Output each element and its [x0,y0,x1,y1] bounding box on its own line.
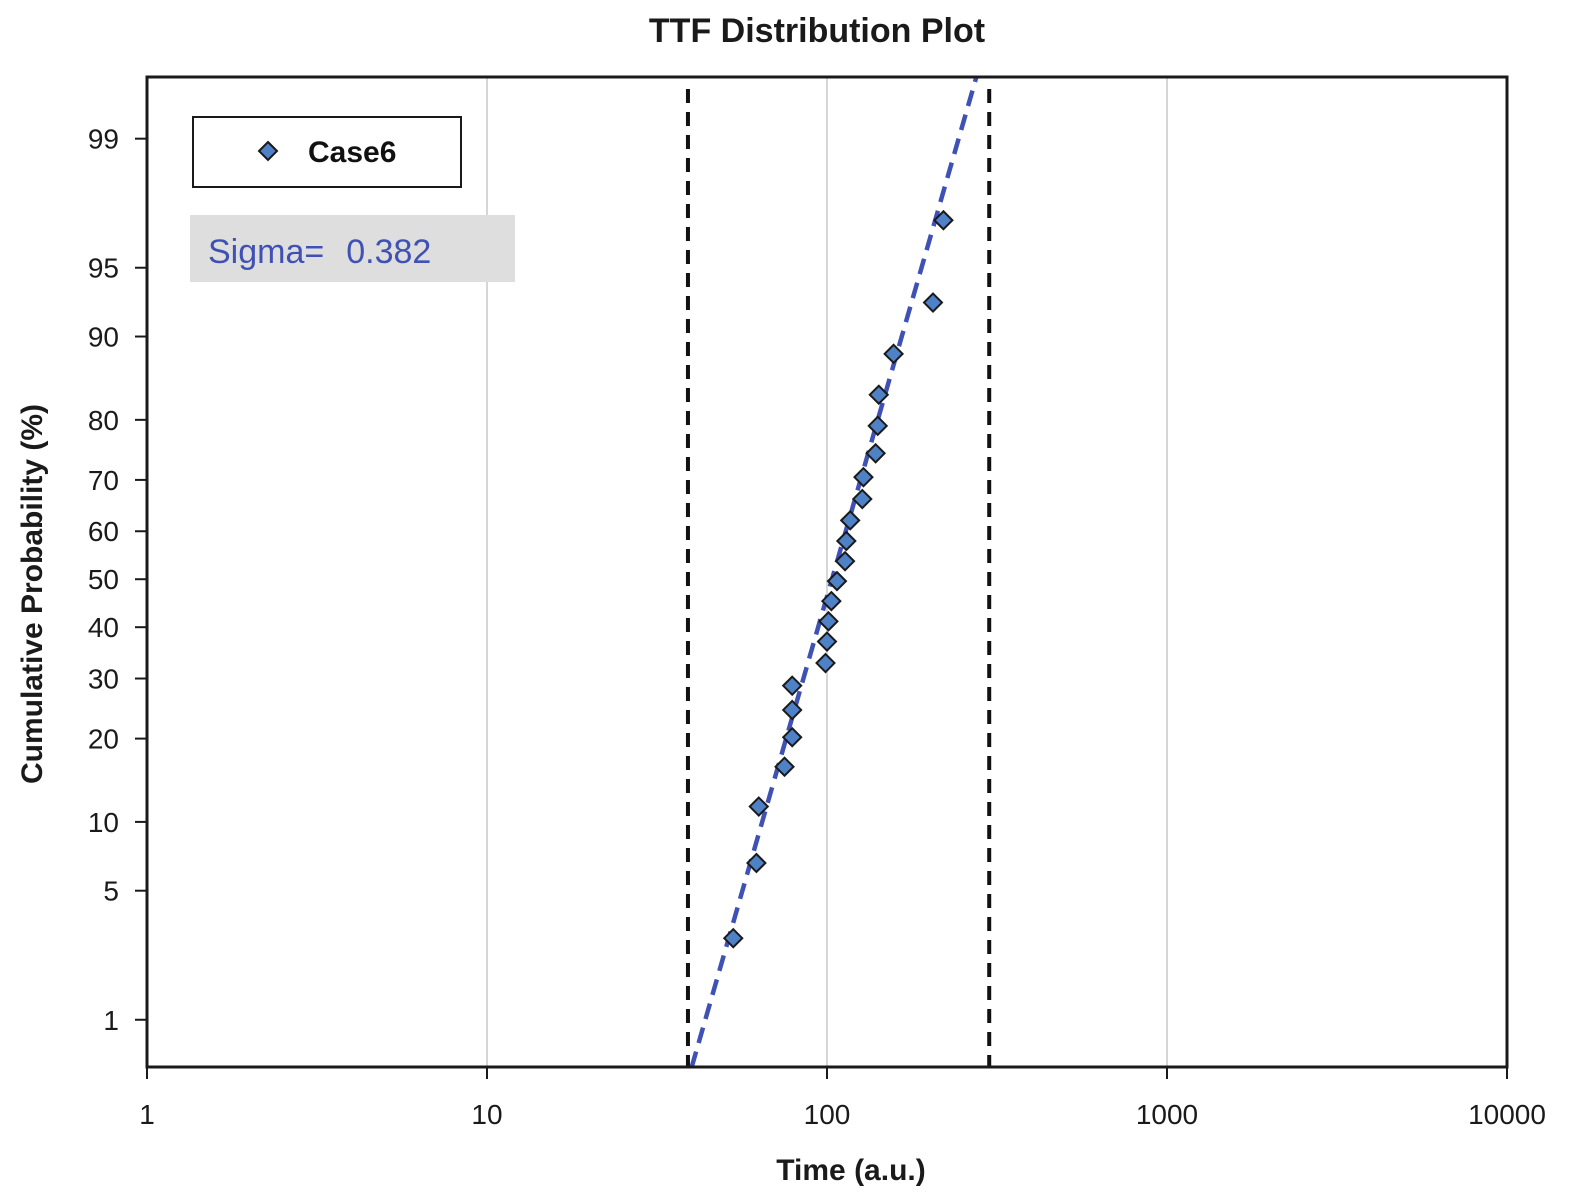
legend: Case6 [192,116,462,188]
data-point-19 [867,415,889,437]
data-point-1 [722,927,744,949]
y-tick-label-50: 50 [88,564,119,595]
data-point-10 [818,610,839,632]
data-point-13 [834,550,856,572]
data-point-8 [815,652,836,674]
data-point-15 [839,509,861,531]
data-point-12 [826,570,848,592]
y-tick-label-10: 10 [88,807,119,838]
y-tick-label-5: 5 [103,876,119,907]
sigma-label: Sigma= [208,233,324,271]
legend-box [192,116,462,188]
data-point-4 [774,756,795,778]
data-point-11 [820,590,842,612]
chart-title: TTF Distribution Plot [649,12,985,50]
reference-lines [685,89,992,1067]
sigma-annotation: Sigma= 0.382 [190,215,515,282]
data-point-17 [853,466,874,488]
x-axis-ticks: 1 10 100 1000 10000 [139,1067,1546,1130]
data-point-16 [851,488,873,510]
data-point-3 [748,796,770,817]
y-tick-label-95: 95 [88,253,119,284]
x-tick-label-1000: 1000 [1136,1099,1198,1130]
y-tick-label-99: 99 [88,124,119,155]
x-tick-label-100: 100 [804,1099,851,1130]
y-axis-title: Cumulative Probability (%) [16,404,49,784]
data-point-5 [781,726,803,748]
fit-line [689,76,979,1068]
y-tick-label-40: 40 [88,612,119,643]
data-point-18 [865,442,887,464]
x-axis-title: Time (a.u.) [776,1154,925,1187]
x-tick-label-1: 1 [139,1099,155,1130]
fit-line-group [689,76,979,1068]
y-tick-label-20: 20 [88,724,119,755]
y-tick-label-60: 60 [88,516,119,547]
data-point-20 [868,384,890,406]
data-point-9 [816,631,838,652]
data-point-2 [745,852,767,874]
data-point-21 [883,343,905,365]
data-point-7 [781,675,803,697]
sigma-text: Sigma= 0.382 [208,233,431,271]
y-axis-ticks: 1 5 10 20 30 40 50 60 70 80 90 95 99 [88,124,147,1036]
vertical-gridlines [486,77,1168,1067]
legend-marker-diamond-icon [257,140,279,162]
data-point-6 [781,699,803,721]
x-tick-label-10: 10 [471,1099,502,1130]
sigma-value: 0.382 [346,233,431,271]
data-point-14 [835,530,857,552]
y-tick-label-30: 30 [88,664,119,695]
y-tick-label-90: 90 [88,322,119,353]
data-point-22 [922,292,944,313]
x-tick-label-10000: 10000 [1468,1099,1546,1130]
sigma-box [190,215,515,282]
data-point-23 [933,209,954,231]
y-tick-label-70: 70 [88,465,119,496]
y-tick-label-80: 80 [88,405,119,436]
y-tick-label-1: 1 [103,1005,119,1036]
legend-label-case6: Case6 [308,136,396,169]
data-points [722,209,954,949]
